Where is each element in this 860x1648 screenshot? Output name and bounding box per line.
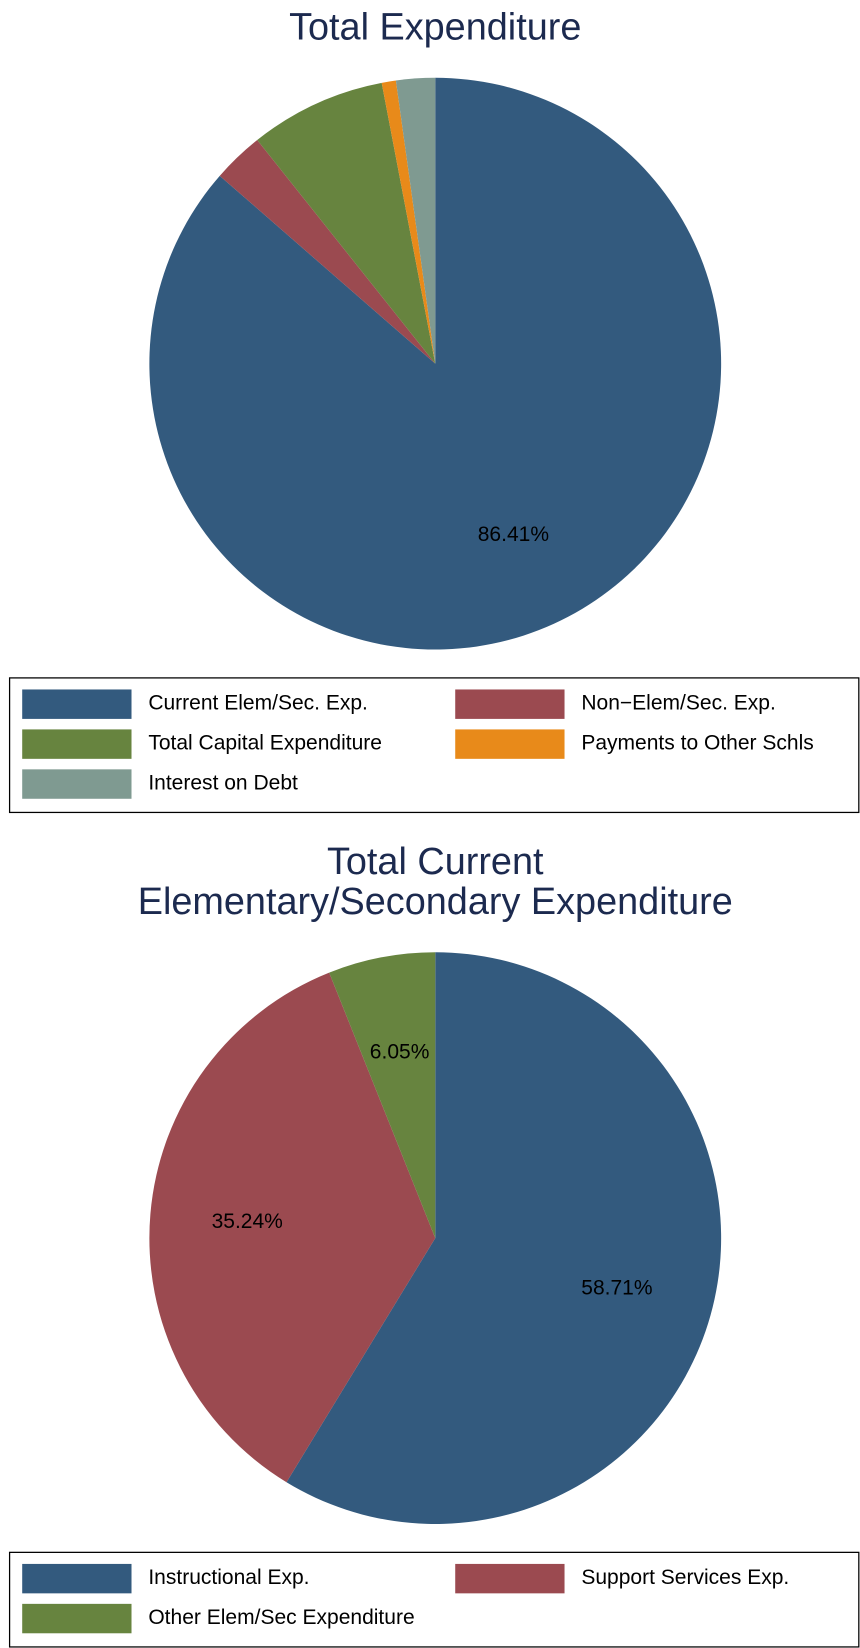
legend-swatch	[22, 769, 132, 799]
legend-swatch	[22, 729, 132, 759]
pie-slice	[257, 82, 436, 364]
legend-swatch	[22, 689, 132, 719]
legend-box	[8, 677, 860, 814]
pie-slice	[286, 952, 722, 1524]
legend-label: Other Elem/Sec Expenditure	[148, 1606, 414, 1629]
pie-slice	[381, 80, 436, 364]
legend-label: Payments to Other Schls	[581, 732, 813, 755]
legend-label: Instructional Exp.	[148, 1566, 309, 1589]
pie-slice	[219, 139, 436, 364]
legend-swatch	[22, 1603, 132, 1634]
legend-box	[8, 1551, 860, 1648]
value-label: 35.24%	[212, 1210, 283, 1233]
legend-label: Total Capital Expenditure	[148, 732, 382, 755]
pie-slice	[329, 952, 436, 1239]
legend-swatch	[455, 729, 565, 759]
legend-label: Interest on Debt	[148, 772, 298, 795]
legend-label: Current Elem/Sec. Exp.	[148, 692, 368, 715]
legend-swatch	[22, 1563, 132, 1594]
legend-swatch	[455, 1563, 565, 1594]
legend-swatch	[455, 689, 565, 719]
legend-label: Non−Elem/Sec. Exp.	[581, 692, 776, 715]
chart-title: Total Expenditure	[289, 6, 581, 48]
pie-slice	[149, 972, 436, 1483]
value-label: 58.71%	[581, 1277, 652, 1300]
value-label: 6.05%	[370, 1040, 430, 1063]
legend-label: Support Services Exp.	[581, 1566, 789, 1589]
chart-title: Elementary/Secondary Expenditure	[138, 881, 733, 923]
chart-title: Total Current	[327, 841, 544, 883]
pie-slice	[395, 77, 436, 364]
value-label: 86.41%	[478, 523, 549, 546]
